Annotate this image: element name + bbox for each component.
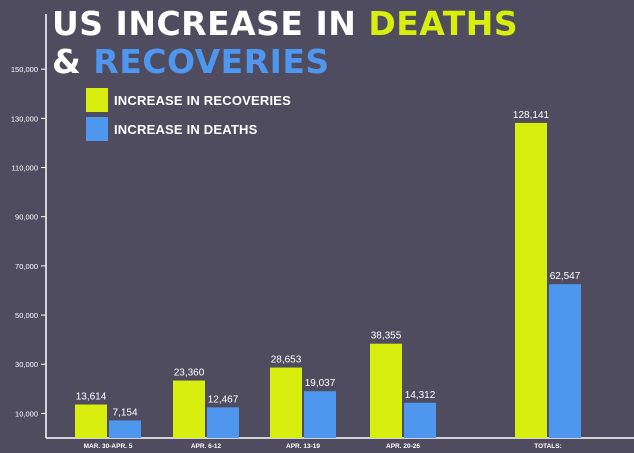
title-recoveries: RECOVERIES	[93, 42, 330, 81]
bar-recoveries	[75, 404, 107, 438]
data-label-deaths: 12,467	[208, 394, 239, 405]
y-tick-label: 130,000	[11, 114, 38, 123]
data-label-deaths: 7,154	[112, 407, 137, 418]
bar-deaths	[109, 420, 141, 438]
title-deaths: DEATHS	[368, 4, 519, 43]
legend-swatch-recoveries	[86, 88, 108, 112]
data-label-deaths: 62,547	[550, 271, 581, 282]
y-tick-label: 70,000	[15, 262, 38, 271]
bar-deaths	[404, 402, 436, 438]
data-label-deaths: 19,037	[305, 378, 336, 389]
title-line-2: & RECOVERIES	[52, 44, 330, 80]
x-tick-label: MAR. 30-APR. 5	[84, 443, 133, 450]
data-label-recoveries: 128,141	[513, 110, 550, 121]
title-line-1: US INCREASE IN DEATHS	[52, 6, 518, 42]
title-us-increase: US INCREASE IN	[52, 4, 357, 43]
y-tick-label: 150,000	[11, 65, 38, 74]
bar-recoveries	[515, 122, 547, 439]
data-label-recoveries: 38,355	[371, 331, 402, 342]
bar-recoveries	[173, 380, 205, 438]
x-tick-label: APR. 13-19	[286, 443, 320, 450]
data-label-recoveries: 28,653	[271, 355, 302, 366]
x-tick-label: APR. 6-12	[191, 443, 222, 450]
bar-deaths	[207, 407, 239, 438]
y-tick-label: 110,000	[11, 164, 38, 173]
y-tick-label: 90,000	[15, 213, 38, 222]
y-tick-label: 50,000	[15, 311, 38, 320]
x-tick-label: APR. 20-26	[386, 443, 420, 450]
legend-item-recoveries: INCREASE IN RECOVERIES	[86, 88, 291, 112]
y-tick-label: 10,000	[15, 409, 38, 418]
title-ampersand: &	[52, 42, 82, 81]
data-label-recoveries: 13,614	[76, 392, 107, 403]
bar-deaths	[304, 391, 336, 438]
legend-item-deaths: INCREASE IN DEATHS	[86, 117, 257, 141]
data-label-deaths: 14,312	[405, 390, 436, 401]
legend-label-recoveries: INCREASE IN RECOVERIES	[114, 92, 292, 108]
data-label-recoveries: 23,360	[174, 368, 205, 379]
x-tick-label: TOTALS:	[534, 443, 562, 450]
legend-label-deaths: INCREASE IN DEATHS	[114, 121, 258, 137]
bar-recoveries	[270, 367, 302, 438]
legend-swatch-deaths	[86, 117, 108, 141]
bar-deaths	[549, 284, 581, 438]
y-tick-label: 30,000	[15, 360, 38, 369]
bar-recoveries	[370, 343, 402, 438]
